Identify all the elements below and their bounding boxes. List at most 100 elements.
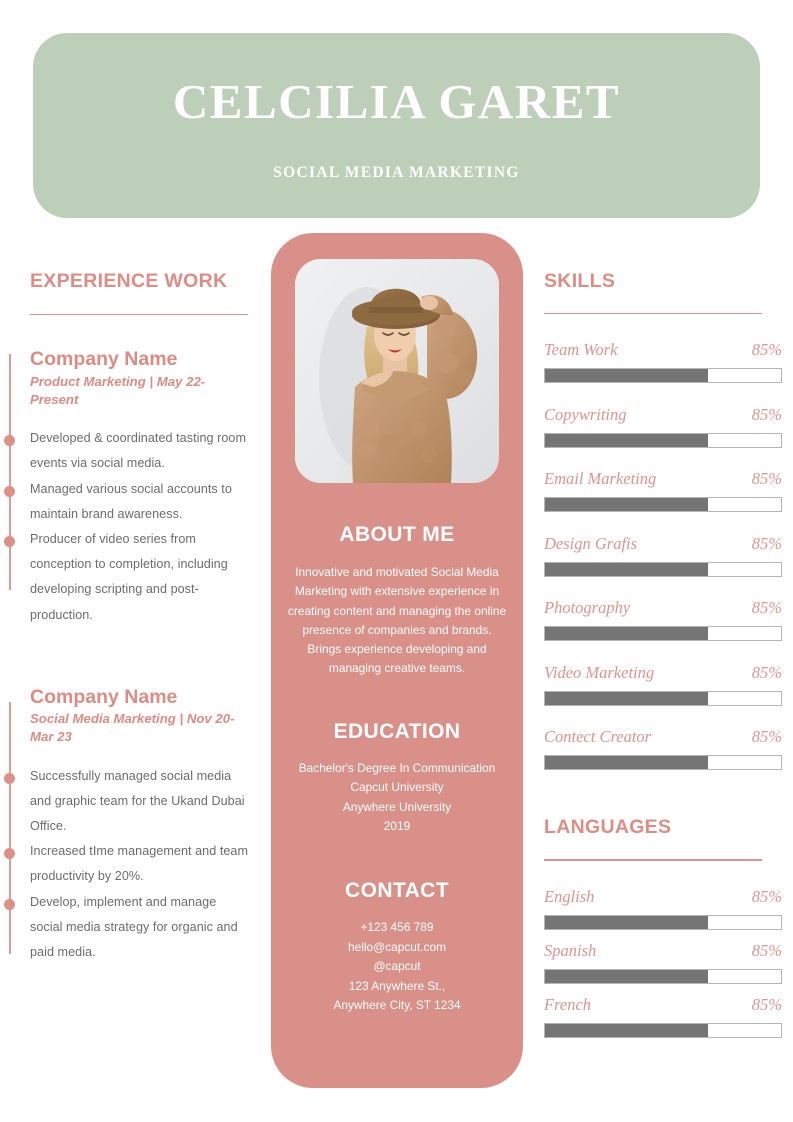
progress-fill xyxy=(545,969,708,983)
progress-label: Spanish xyxy=(544,940,597,960)
contact-address-line-2: Anywhere City, ST 1234 xyxy=(333,997,461,1012)
progress-row: Design Grafis 85% xyxy=(544,534,782,577)
progress-row-header: Spanish 85% xyxy=(544,941,782,961)
progress-label: Video Marketing xyxy=(544,662,655,682)
progress-percent: 85% xyxy=(751,994,782,1014)
contact-social-handle[interactable]: @capcut xyxy=(373,959,421,974)
progress-percent: 85% xyxy=(751,533,782,553)
progress-track xyxy=(544,561,782,577)
education-line: Capcut University xyxy=(350,780,444,795)
experience-entry: Company Name Product Marketing | May 22-… xyxy=(3,348,252,628)
experience-entry: Company Name Social Media Marketing | No… xyxy=(3,685,252,966)
job-company-name: Company Name xyxy=(30,685,178,708)
bullet-dot-icon xyxy=(3,536,15,547)
progress-label: Email Marketing xyxy=(544,469,657,489)
progress-fill xyxy=(545,627,708,641)
progress-fill xyxy=(545,756,708,770)
timeline-line xyxy=(9,701,11,954)
progress-percent: 85% xyxy=(751,598,782,618)
education-heading: EDUCATION xyxy=(333,719,461,743)
progress-percent: 85% xyxy=(751,340,782,360)
progress-fill xyxy=(545,562,708,576)
progress-percent: 85% xyxy=(751,469,782,489)
education-line: 2019 xyxy=(383,818,411,833)
progress-row-header: Contect Creator 85% xyxy=(544,727,782,747)
skills-divider xyxy=(544,313,762,315)
bullet-text: Developed & coordinated tasting room eve… xyxy=(30,431,247,471)
progress-label: Design Grafis xyxy=(544,533,638,553)
contact-email[interactable]: hello@capcut.com xyxy=(348,939,446,954)
contact-phone[interactable]: +123 456 789 xyxy=(360,920,434,935)
progress-percent: 85% xyxy=(751,662,782,682)
education-line: Anywhere University xyxy=(342,799,452,814)
list-item: Increased tIme management and team produ… xyxy=(3,839,252,889)
progress-row: Email Marketing 85% xyxy=(544,469,782,513)
bullet-text: Increased tIme management and team produ… xyxy=(30,844,249,884)
progress-row-header: Design Grafis 85% xyxy=(544,534,782,554)
progress-track xyxy=(544,368,782,384)
contact-details: +123 456 789 hello@capcut.com @capcut 12… xyxy=(285,918,510,1015)
contact-heading: CONTACT xyxy=(345,879,449,903)
progress-row: Team Work 85% xyxy=(544,340,782,384)
page-subtitle: SOCIAL MEDIA MARKETING xyxy=(273,164,520,181)
language-list: English 85% Spanish 85% French 85% xyxy=(544,887,782,1038)
progress-label: Contect Creator xyxy=(544,727,652,747)
progress-row-header: Video Marketing 85% xyxy=(544,663,782,683)
skill-list: Team Work 85% Copywriting 85% Email Marketin… xyxy=(544,340,782,771)
progress-track xyxy=(544,755,782,771)
list-item: Producer of video series from conception… xyxy=(3,527,252,628)
experience-heading: EXPERIENCE WORK xyxy=(30,270,228,292)
progress-fill xyxy=(545,369,708,383)
progress-track xyxy=(544,432,782,448)
bullet-dot-icon xyxy=(3,485,15,497)
experience-divider xyxy=(30,314,248,316)
progress-track xyxy=(544,626,782,642)
progress-row: Contect Creator 85% xyxy=(544,727,782,771)
bullet-text: Managed various social accounts to maint… xyxy=(30,481,232,521)
progress-percent: 85% xyxy=(751,727,782,747)
page-title: CELCILIA GARET xyxy=(172,74,621,129)
bullet-text: Successfully managed social media and gr… xyxy=(30,768,245,833)
progress-track xyxy=(544,690,782,706)
progress-percent: 85% xyxy=(751,886,782,906)
progress-track xyxy=(544,914,782,930)
progress-row-header: Photography 85% xyxy=(544,598,782,618)
timeline-line xyxy=(9,354,11,591)
bullet-dot-icon xyxy=(3,898,15,910)
bullet-text: Develop, implement and manage social med… xyxy=(30,894,238,959)
avatar xyxy=(295,259,499,483)
list-item: Successfully managed social media and gr… xyxy=(3,764,252,840)
progress-row-header: Team Work 85% xyxy=(544,340,782,360)
progress-percent: 85% xyxy=(751,404,782,424)
progress-percent: 85% xyxy=(751,940,782,960)
bullet-text: Producer of video series from conception… xyxy=(30,532,228,622)
languages-section: LANGUAGES English 85% Spanish 85% French 85% xyxy=(544,816,782,1038)
languages-divider xyxy=(544,859,762,861)
list-item: Managed various social accounts to maint… xyxy=(3,477,252,527)
portrait-photo-icon xyxy=(295,259,499,483)
progress-row: Spanish 85% xyxy=(544,941,782,984)
progress-row: Photography 85% xyxy=(544,598,782,642)
skills-heading: SKILLS xyxy=(544,270,616,292)
progress-label: Photography xyxy=(544,598,631,618)
progress-label: English xyxy=(544,886,595,906)
list-item: Develop, implement and manage social med… xyxy=(3,890,252,966)
about-heading: ABOUT ME xyxy=(339,523,455,546)
bullet-dot-icon xyxy=(3,435,15,447)
progress-row: Copywriting 85% xyxy=(544,405,782,448)
progress-row: English 85% xyxy=(544,887,782,930)
progress-fill xyxy=(545,691,708,705)
education-line: Bachelor's Degree In Communication xyxy=(298,760,496,775)
progress-fill xyxy=(545,1023,708,1037)
header-banner: CELCILIA GARET SOCIAL MEDIA MARKETING xyxy=(33,33,760,218)
progress-fill xyxy=(545,498,708,512)
progress-row: Video Marketing 85% xyxy=(544,663,782,706)
list-item: Developed & coordinated tasting room eve… xyxy=(3,426,252,476)
job-bullet-list: Developed & coordinated tasting room eve… xyxy=(3,426,252,628)
bullet-dot-icon xyxy=(3,848,15,860)
progress-label: French xyxy=(544,994,592,1014)
contact-address-line-1: 123 Anywhere St., xyxy=(348,978,446,993)
job-role-dates: Social Media Marketing | Nov 20-Mar 23 xyxy=(30,711,235,745)
skills-column: SKILLS Team Work 85% Copywriting 85% Email M… xyxy=(544,270,793,1038)
job-role-dates: Product Marketing | May 22-Present xyxy=(30,373,206,408)
